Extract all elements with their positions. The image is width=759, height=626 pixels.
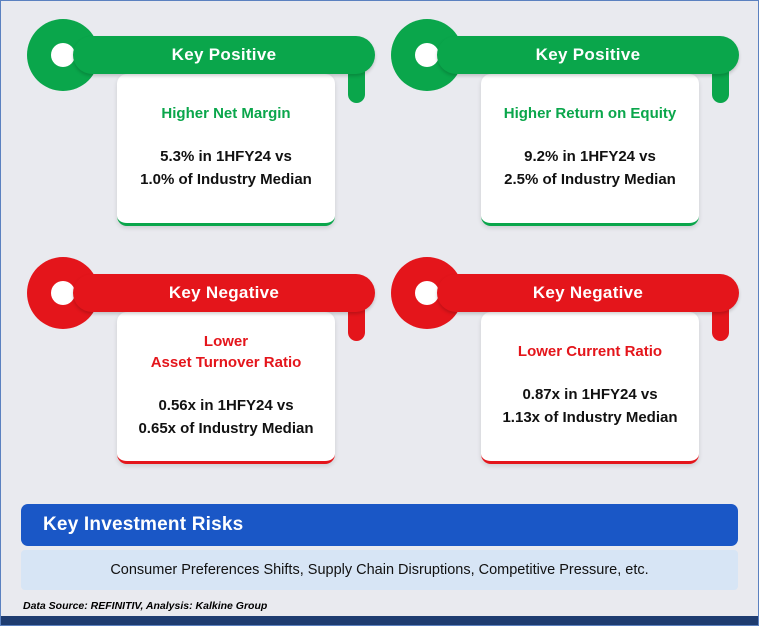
risks-banner: Key Investment Risks xyxy=(21,504,738,546)
key-label-banner: Key Negative xyxy=(437,274,739,312)
metric-stats: 9.2% in 1HFY24 vs 2.5% of Industry Media… xyxy=(504,148,676,189)
risks-title: Key Investment Risks xyxy=(43,514,244,535)
key-label-banner: Key Positive xyxy=(437,36,739,74)
key-label-text: Key Positive xyxy=(171,45,277,64)
key-label-banner: Key Positive xyxy=(73,36,375,74)
metric-stats: 0.87x in 1HFY24 vs 1.13x of Industry Med… xyxy=(502,386,678,427)
metric-title: Higher Net Margin xyxy=(161,105,291,123)
key-shape: Key Negative xyxy=(27,257,375,341)
metric-title: Lower Current Ratio xyxy=(517,343,663,361)
key-negative-card-current-ratio: Key Negative Lower Current Ratio 0.87x i… xyxy=(391,257,739,464)
key-shape: Key Negative xyxy=(391,257,739,341)
bottom-accent-bar xyxy=(1,616,758,625)
key-positive-card-net-margin: Key Positive Higher Net Margin 5.3% in 1… xyxy=(27,19,375,226)
key-label-banner: Key Negative xyxy=(73,274,375,312)
risks-description: Consumer Preferences Shifts, Supply Chai… xyxy=(110,562,649,578)
metric-card: Higher Net Margin 5.3% in 1HFY24 vs 1.0%… xyxy=(117,74,335,226)
metric-card: Higher Return on Equity 9.2% in 1HFY24 v… xyxy=(481,74,699,226)
metric-card: Lower Asset Turnover Ratio 0.56x in 1HFY… xyxy=(117,312,335,464)
key-label-text: Key Negative xyxy=(532,283,644,302)
key-positive-card-return-on-equity: Key Positive Higher Return on Equity 9.2… xyxy=(391,19,739,226)
metric-stats: 0.56x in 1HFY24 vs 0.65x of Industry Med… xyxy=(138,397,314,438)
key-label-text: Key Positive xyxy=(535,45,641,64)
key-shape: Key Positive xyxy=(27,19,375,103)
data-source-note: Data Source: REFINITIV, Analysis: Kalkin… xyxy=(23,600,268,612)
key-shape: Key Positive xyxy=(391,19,739,103)
key-label-text: Key Negative xyxy=(168,283,280,302)
metric-title: Lower Asset Turnover Ratio xyxy=(150,332,302,372)
risks-description-bar: Consumer Preferences Shifts, Supply Chai… xyxy=(21,550,738,590)
key-negative-card-asset-turnover: Key Negative Lower Asset Turnover Ratio … xyxy=(27,257,375,464)
metric-title: Higher Return on Equity xyxy=(503,105,677,123)
metric-card: Lower Current Ratio 0.87x in 1HFY24 vs 1… xyxy=(481,312,699,464)
metric-stats: 5.3% in 1HFY24 vs 1.0% of Industry Media… xyxy=(140,148,312,189)
